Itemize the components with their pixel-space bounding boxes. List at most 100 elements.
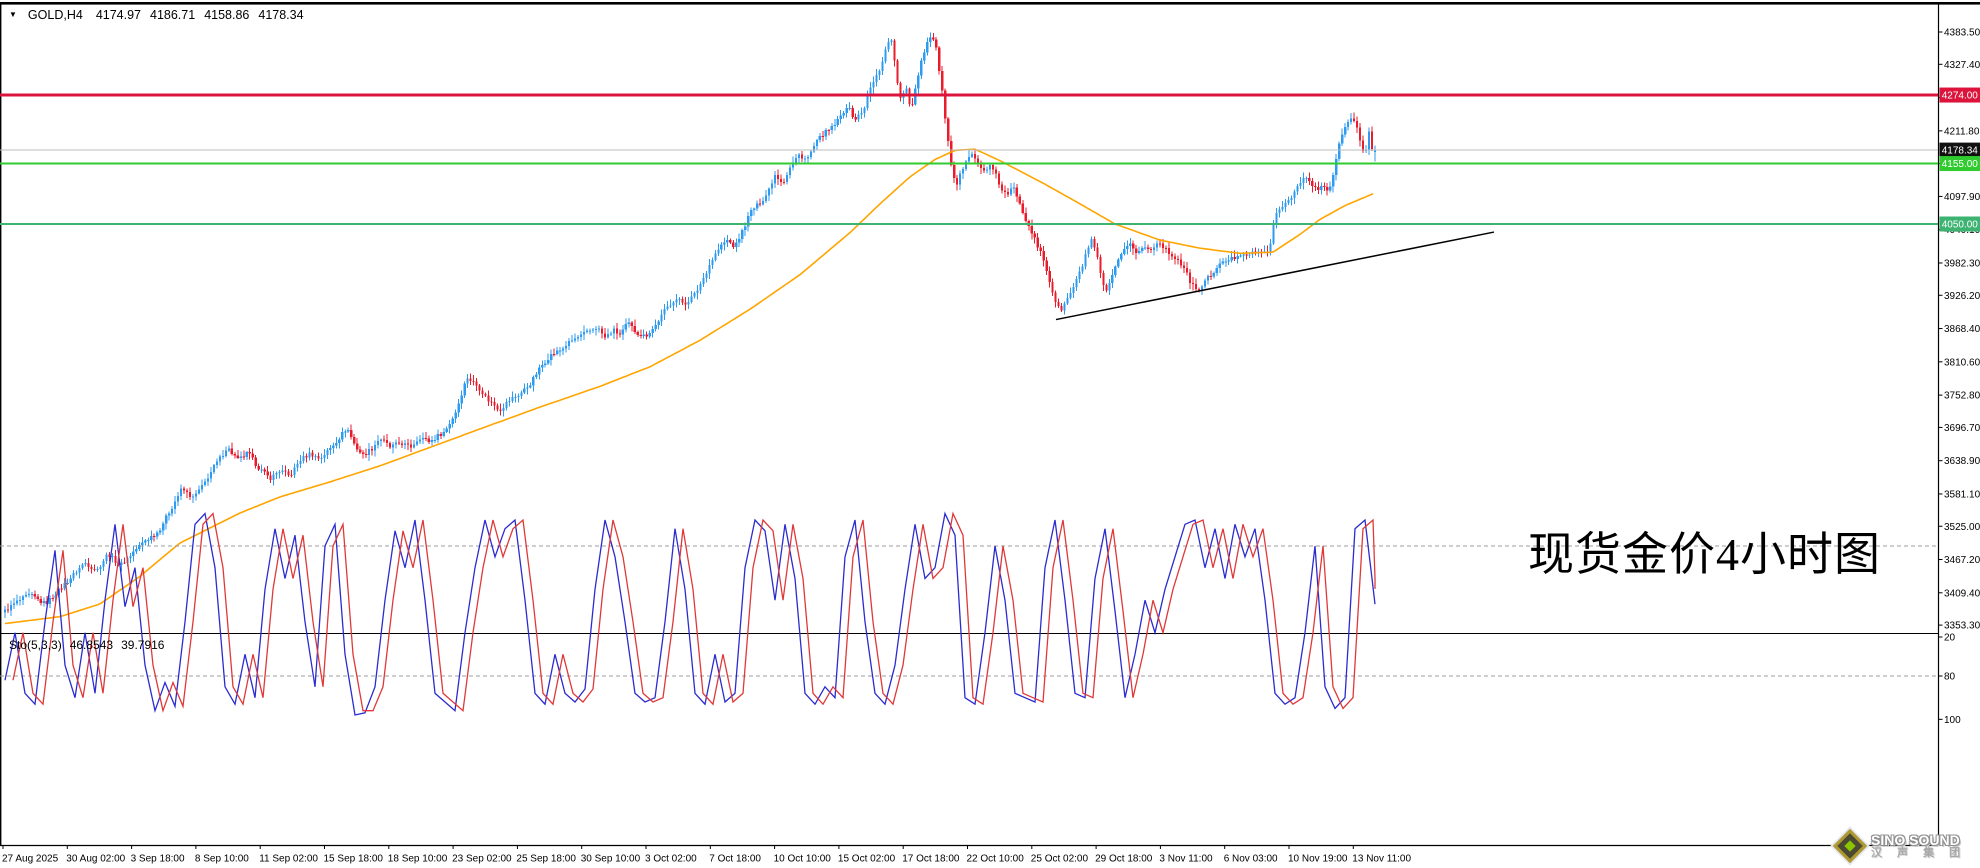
candle-body	[1305, 178, 1308, 180]
candle-body	[711, 259, 714, 266]
candle-body	[200, 484, 204, 490]
candle-body	[323, 455, 326, 459]
candle-body	[451, 418, 454, 424]
candle-body	[723, 242, 726, 245]
candle-body	[681, 299, 684, 303]
candle-body	[365, 453, 368, 456]
candle-body	[693, 293, 696, 297]
candle-body	[812, 146, 815, 152]
candle-body	[1299, 183, 1302, 187]
candle-body	[1153, 247, 1156, 250]
candle-body	[1221, 261, 1224, 264]
candle-body	[185, 490, 189, 493]
candle-body	[630, 322, 633, 326]
candle-body	[463, 383, 466, 396]
candle-body	[559, 350, 562, 352]
candle-body	[1048, 271, 1051, 283]
candle-body	[917, 75, 920, 89]
candle-body	[1018, 196, 1021, 204]
sto-signal-line	[12, 511, 1376, 714]
price-tick-label: 3696.70	[1944, 423, 1980, 434]
candle-body	[1239, 255, 1242, 257]
collapse-triangle-icon[interactable]: ▼	[9, 10, 17, 19]
candle-body	[568, 340, 571, 347]
candle-body	[12, 603, 16, 606]
candle-body	[502, 408, 505, 412]
candle-body	[1075, 278, 1078, 287]
candle-body	[320, 458, 323, 460]
candle-body	[675, 299, 678, 303]
price-tick-label: 3638.90	[1944, 456, 1980, 467]
candle-body	[1361, 140, 1365, 151]
candle-body	[81, 564, 84, 569]
candle-body	[403, 443, 407, 446]
candle-body	[1367, 131, 1371, 150]
candle-body	[39, 598, 42, 603]
candle-body	[439, 434, 442, 436]
candle-body	[460, 395, 463, 404]
candle-body	[338, 439, 341, 444]
candle-body	[496, 405, 499, 410]
candle-body	[690, 296, 693, 302]
candle-body	[120, 562, 123, 566]
candle-body	[105, 554, 108, 562]
candle-body	[221, 455, 224, 457]
time-tick-label: 7 Oct 18:00	[709, 854, 761, 865]
candle-body	[1230, 256, 1233, 261]
candle-body	[962, 169, 965, 174]
candle-body	[33, 593, 36, 597]
candle-body	[1338, 143, 1341, 159]
candle-body	[332, 445, 335, 448]
watermark-brand-cn: 汉 声 集 团	[1871, 846, 1967, 859]
candle-body	[997, 173, 1001, 185]
candle-body	[9, 605, 13, 611]
trendline[interactable]	[1055, 231, 1495, 321]
candle-body	[1188, 272, 1192, 283]
candle-body	[499, 409, 502, 412]
candle-body	[1072, 286, 1075, 293]
price-badge-bg	[1939, 87, 1980, 103]
candle-body	[442, 431, 445, 436]
candle-body	[1203, 280, 1206, 287]
candle-body	[409, 444, 413, 448]
price-tick-label: 3525.00	[1944, 522, 1980, 533]
time-tick-label: 18 Sep 10:00	[388, 854, 448, 865]
candle-body	[663, 309, 666, 315]
candle-body	[254, 457, 257, 466]
price-tick-label: 4327.40	[1944, 60, 1980, 71]
watermark: SINO SOUND 汉 声 集 团	[1833, 829, 1967, 864]
candle-body	[621, 329, 624, 335]
candle-body	[144, 540, 147, 543]
candle-body	[448, 423, 451, 429]
candle-body	[478, 385, 481, 391]
price-tick-label: 3409.40	[1944, 588, 1980, 599]
candle-body	[406, 443, 410, 445]
time-tick-label: 30 Sep 10:00	[581, 854, 641, 865]
candle-body	[400, 443, 404, 446]
time-tick-label: 22 Oct 10:00	[967, 854, 1025, 865]
candle-body	[1129, 243, 1132, 246]
time-tick-label: 11 Sep 02:00	[259, 854, 318, 865]
candle-body	[872, 81, 875, 88]
candle-body	[699, 283, 702, 291]
candle-body	[1329, 186, 1332, 191]
candle-body	[672, 302, 675, 306]
candle-body	[290, 474, 293, 476]
candle-body	[505, 402, 508, 409]
candle-body	[896, 60, 899, 84]
candle-body	[762, 200, 765, 205]
candle-body	[1099, 257, 1102, 274]
candle-body	[415, 441, 418, 445]
candle-body	[427, 438, 430, 442]
candle-body	[588, 330, 592, 332]
candle-body	[857, 114, 860, 120]
candle-body	[1341, 134, 1344, 144]
quote-open: 4174.97	[95, 8, 141, 22]
candle-body	[517, 395, 520, 397]
candle-body	[242, 456, 245, 458]
candle-body	[645, 334, 648, 337]
time-tick-label: 13 Nov 11:00	[1352, 854, 1411, 865]
